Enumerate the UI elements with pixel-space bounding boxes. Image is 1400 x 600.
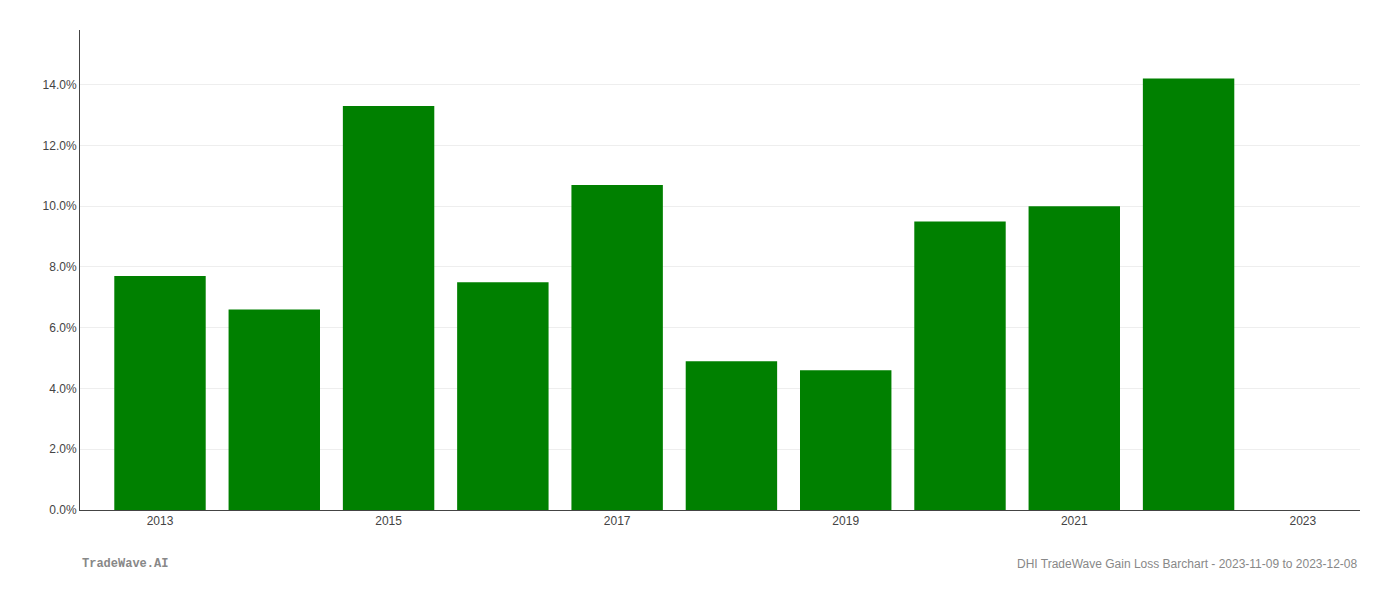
svg-text:4.0%: 4.0% xyxy=(49,382,77,396)
svg-text:TradeWave.AI: TradeWave.AI xyxy=(82,557,168,571)
svg-text:0.0%: 0.0% xyxy=(49,503,77,517)
svg-text:DHI TradeWave Gain Loss Barcha: DHI TradeWave Gain Loss Barchart - 2023-… xyxy=(1017,557,1358,571)
svg-text:2023: 2023 xyxy=(1290,514,1317,528)
svg-text:2013: 2013 xyxy=(147,514,174,528)
svg-text:12.0%: 12.0% xyxy=(43,139,77,153)
svg-text:2015: 2015 xyxy=(375,514,402,528)
svg-text:2.0%: 2.0% xyxy=(49,442,77,456)
svg-text:2019: 2019 xyxy=(832,514,859,528)
svg-text:8.0%: 8.0% xyxy=(49,260,77,274)
svg-text:6.0%: 6.0% xyxy=(49,321,77,335)
svg-text:2017: 2017 xyxy=(604,514,631,528)
svg-text:2021: 2021 xyxy=(1061,514,1088,528)
svg-text:10.0%: 10.0% xyxy=(43,199,77,213)
svg-text:14.0%: 14.0% xyxy=(43,78,77,92)
